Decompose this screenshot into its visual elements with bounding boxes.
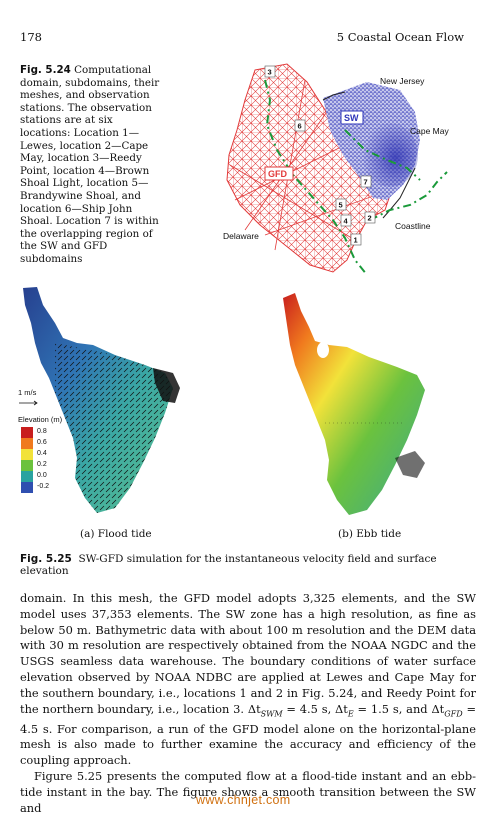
subcaption-flood-tide: (a) Flood tide — [80, 528, 152, 540]
elevation-legend-title: Elevation (m) — [18, 415, 63, 424]
paragraph-2: Figure 5.25 presents the computed flow a… — [20, 769, 476, 815]
station-1-label: 1 — [354, 236, 358, 245]
station-7-label: 7 — [364, 178, 368, 187]
running-header: 5 Coastal Ocean Flow — [336, 30, 464, 44]
figure-5-24-mesh-map: New Jersey Cape May Delaware Coastline S… — [223, 63, 449, 275]
figure-5-25-caption: Fig. 5.25 SW-GFD simulation for the inst… — [20, 553, 480, 577]
figure-5-25-label: Fig. 5.25 — [20, 553, 72, 565]
legend-tick: 0.2 — [37, 461, 47, 468]
figure-5-24-caption: Fig. 5.24 Computational domain, subdomai… — [20, 64, 160, 266]
legend-swatch-0.4 — [21, 449, 33, 460]
legend-tick: 0.8 — [37, 428, 47, 435]
legend-tick: 0.4 — [37, 450, 47, 457]
sw-label: SW — [344, 113, 359, 123]
legend-tick: 0.6 — [37, 439, 47, 446]
legend-swatch-neg0.2 — [21, 482, 33, 493]
coastline-label: Coastline — [395, 221, 431, 231]
station-3-label: 3 — [268, 68, 272, 77]
legend-swatch-0.6 — [21, 438, 33, 449]
legend-tick: -0.2 — [37, 483, 49, 490]
station-6-label: 6 — [298, 122, 302, 131]
station-4-label: 4 — [344, 217, 349, 226]
body-text: domain. In this mesh, the GFD model adop… — [20, 591, 476, 816]
subcaption-ebb-tide: (b) Ebb tide — [338, 528, 402, 540]
elevation-legend: 0.8 0.6 0.4 0.2 0.0 -0.2 — [21, 427, 49, 493]
figure-5-25-caption-text: SW-GFD simulation for the instantaneous … — [20, 553, 437, 577]
gfd-label: GFD — [268, 169, 287, 179]
paragraph-1: domain. In this mesh, the GFD model adop… — [20, 591, 476, 768]
figure-5-24-caption-text: Computational domain, subdomains, their … — [20, 64, 160, 265]
legend-swatch-0.0 — [21, 471, 33, 482]
watermark: www.chnjet.com — [196, 793, 291, 807]
figure-5-24-label: Fig. 5.24 — [20, 64, 71, 76]
delaware-label: Delaware — [223, 231, 259, 241]
velocity-scale-label: 1 m/s — [18, 388, 37, 397]
figure-5-25b-ebb-tide — [283, 293, 425, 515]
legend-tick: 0.0 — [37, 472, 47, 479]
new-jersey-label: New Jersey — [380, 76, 425, 86]
cape-may-label: Cape May — [410, 126, 449, 136]
station-2-label: 2 — [368, 214, 372, 223]
figure-5-25a-flood-tide: 1 m/s Elevation (m) 0.8 0.6 0.4 0.2 0.0 … — [18, 287, 180, 513]
legend-swatch-0.2 — [21, 460, 33, 471]
page-number: 178 — [20, 30, 42, 44]
station-5-label: 5 — [339, 201, 343, 210]
legend-swatch-0.8 — [21, 427, 33, 438]
